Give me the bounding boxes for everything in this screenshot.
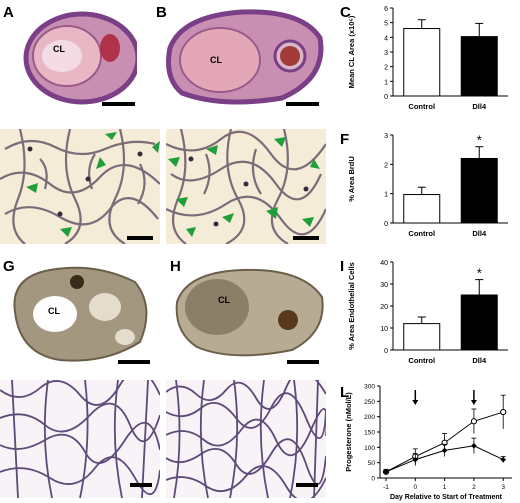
significance-star: * [477, 133, 482, 148]
bar-control [403, 194, 441, 224]
y-tick-label: 300 [364, 384, 375, 391]
y-tick-label: 20 [380, 304, 388, 311]
x-tick-label: -1 [383, 484, 389, 491]
y-axis-label: % Area Endothelial Cells [347, 262, 356, 350]
x-tick-label-control: Control [408, 229, 435, 238]
y-tick-label: 30 [380, 282, 388, 289]
y-tick-label: 5 [384, 21, 388, 28]
scale-bar-k [296, 483, 318, 487]
y-tick-label: 0 [384, 348, 388, 355]
endothelial-ovary-image-dll4 [172, 262, 327, 367]
brdu-image-dll4 [166, 129, 326, 244]
bar-dll4 [460, 294, 498, 351]
significance-star: * [477, 266, 482, 281]
x-tick-label: 1 [443, 484, 447, 491]
endothelial-ovary-image-control [5, 262, 155, 367]
treatment-arrow-head [412, 400, 419, 405]
point-filled [441, 447, 448, 454]
chart-i: 0 10 20 30 40 % Area Endothelial Cells Control… [347, 260, 508, 365]
y-tick-label: 250 [364, 399, 375, 406]
y-tick-label: 100 [364, 445, 375, 452]
y-tick-label: 40 [380, 260, 388, 267]
y-tick-label: 200 [364, 414, 375, 421]
endothelial-detail-image-dll4 [166, 380, 326, 498]
cl-label-h: CL [218, 295, 230, 305]
panel-letter-h: H [170, 258, 181, 275]
y-tick-label: 3 [384, 133, 388, 140]
point-open [500, 408, 507, 416]
scale-bar-b [286, 102, 319, 106]
panel-letter-l: L [340, 384, 350, 401]
y-tick-label: 10 [380, 326, 388, 333]
point-open [470, 418, 478, 425]
cl-label-a: CL [53, 44, 65, 54]
point-filled [471, 443, 477, 449]
y-tick-label: 4 [384, 35, 388, 42]
y-tick-label: 1 [384, 192, 388, 199]
scale-bar-h [287, 360, 319, 364]
panel-letter-b: B [156, 4, 167, 21]
x-tick-label-control: Control [408, 356, 435, 365]
scale-bar-g [118, 360, 150, 364]
chart-c: 0 1 2 3 4 5 6 Mean CL Area (x10⁶) Control Dll4 [347, 6, 508, 111]
y-tick-label: 50 [368, 460, 376, 467]
cl-label-b: CL [210, 55, 222, 65]
cl-label-g: CL [48, 306, 60, 316]
point-filled [500, 456, 507, 463]
bar-dll4 [460, 36, 498, 97]
x-tick-label-dll4: Dll4 [472, 102, 487, 111]
y-axis-label: Progesterone (nMol/L) [344, 392, 353, 472]
scale-bar-d [127, 236, 153, 240]
scale-bar-e [293, 236, 319, 240]
x-tick-label-dll4: Dll4 [472, 356, 487, 365]
panel-letter-f: F [340, 131, 350, 148]
bar-control [403, 28, 441, 97]
x-axis-label: Day Relative to Start of Treatment [390, 494, 503, 501]
he-ovary-image-control [22, 8, 137, 108]
brdu-image-control [0, 129, 160, 244]
x-tick-label: 2 [472, 484, 476, 491]
bar-control [403, 323, 441, 351]
y-tick-label: 1 [384, 79, 388, 86]
y-tick-label: 0 [384, 94, 388, 101]
panel-letter-c: C [340, 4, 351, 21]
y-tick-label: 3 [384, 50, 388, 57]
y-tick-label: 6 [384, 6, 388, 13]
panel-letter-g: G [3, 258, 15, 275]
y-tick-label: 2 [384, 65, 388, 72]
y-axis-label: % Area BrdU [347, 156, 356, 202]
he-ovary-image-dll4 [162, 8, 327, 108]
point-filled [383, 469, 389, 475]
chart-f: 0 1 2 3 % Area BrdU Control Dll4 * [347, 133, 508, 238]
x-tick-label: 3 [501, 484, 505, 491]
y-tick-label: 0 [371, 476, 375, 483]
x-tick-label-control: Control [408, 102, 435, 111]
y-tick-label: 0 [384, 221, 388, 228]
scale-bar-j [130, 483, 152, 487]
y-axis-label: Mean CL Area (x10⁶) [347, 15, 356, 88]
y-tick-label: 2 [384, 162, 388, 169]
treatment-arrow-head [470, 400, 477, 405]
chart-l: 0 50 100 150 200 250 300 -1 0 1 2 3 Day Relative to … [344, 384, 512, 501]
scale-bar-a [102, 102, 135, 106]
endothelial-detail-image-control [0, 380, 160, 498]
x-tick-label-dll4: Dll4 [472, 229, 487, 238]
bar-dll4 [460, 157, 498, 224]
x-tick-label: 0 [413, 484, 417, 491]
panel-letter-i: I [340, 258, 345, 275]
panel-letter-a: A [3, 4, 14, 21]
y-tick-label: 150 [364, 430, 375, 437]
